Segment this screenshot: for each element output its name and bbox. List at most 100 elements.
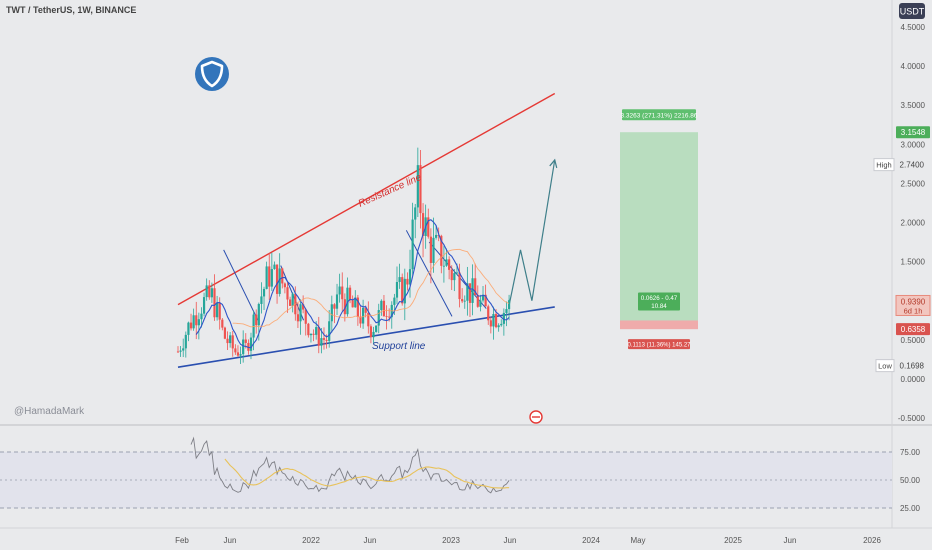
time-axis-tick: Jun	[224, 536, 237, 545]
low-label: Low	[878, 362, 892, 371]
profit-zone[interactable]	[620, 132, 698, 321]
event-icon[interactable]	[529, 410, 543, 424]
candle-body	[494, 313, 498, 328]
candle-body	[429, 236, 432, 263]
stop-price-tag-bg	[896, 323, 930, 336]
candle-body	[395, 282, 399, 298]
resistance-trendline[interactable]	[177, 92, 556, 306]
candle-body	[341, 286, 344, 300]
candle-body	[361, 307, 365, 324]
candle-body	[275, 264, 279, 294]
candle-body	[403, 278, 406, 304]
candle-body	[265, 266, 268, 289]
candle-body	[398, 277, 401, 283]
candle-body	[458, 272, 461, 300]
candle-body	[348, 287, 352, 301]
candle-body	[278, 268, 281, 294]
candle-body	[484, 294, 487, 307]
candle-body	[500, 323, 503, 326]
candle-body	[312, 333, 315, 335]
price-axis-tick: 0.5000	[901, 336, 926, 345]
candle-body	[236, 352, 240, 356]
main-pane-background	[0, 0, 892, 424]
swing-trendline[interactable]	[405, 230, 453, 317]
candle-body	[419, 165, 422, 214]
high-label-bg	[873, 158, 895, 172]
candle-body	[372, 331, 375, 338]
candle-body	[414, 207, 417, 220]
current-price: 0.9390	[901, 297, 926, 306]
candle-body	[309, 333, 313, 336]
candle-body	[325, 339, 328, 341]
candle-body	[307, 323, 310, 336]
candle-body	[249, 337, 253, 351]
candle-body	[218, 302, 221, 320]
support-line-label: Support line	[372, 341, 426, 352]
candle-body	[432, 237, 435, 263]
candle-body	[356, 297, 359, 317]
candle-body	[479, 300, 482, 307]
candle-body	[497, 325, 500, 328]
candle-body	[487, 306, 490, 321]
loss-zone[interactable]	[620, 320, 698, 330]
candle-body	[471, 278, 474, 303]
time-axis-tick: Jun	[784, 536, 797, 545]
price-axis[interactable]: 4.5000 4.0000 3.5000 3.0000 2.5000 2.0000 1.50…	[898, 23, 926, 513]
time-axis[interactable]: Feb Jun 2022 Jun 2023 Jun 2024 May 2025 Jun 2026	[175, 536, 881, 545]
candle-body	[296, 314, 300, 322]
candle-body	[328, 321, 331, 341]
candle-body	[262, 288, 266, 297]
candle-body	[346, 287, 349, 315]
candle-body	[299, 304, 302, 322]
candle-body	[182, 348, 185, 351]
candle-body	[453, 273, 456, 281]
candle-body	[369, 326, 373, 338]
projection-path[interactable]	[508, 159, 556, 306]
candle-body	[304, 309, 307, 324]
candle-body	[455, 272, 459, 274]
candle-body	[359, 316, 362, 324]
candle-body	[364, 307, 367, 313]
candle-body	[317, 327, 320, 346]
candle-body	[434, 234, 438, 238]
target-box[interactable]: 3.3263 (271.31%) 2216.86 0.0626 - 0.4710.…	[620, 109, 698, 350]
candle-body	[202, 297, 206, 314]
ma-slow-line	[232, 248, 510, 328]
candle-body	[440, 235, 443, 266]
candle-body	[257, 303, 260, 326]
currency-button[interactable]: USDT	[899, 3, 925, 19]
projection-arrowhead[interactable]	[549, 158, 558, 169]
rsi-axis-tick: 25.00	[900, 504, 921, 513]
low-value: 0.1698	[900, 362, 925, 371]
loss-label: 0.1113 (11.36%) 145.27	[627, 343, 691, 349]
candle-body	[461, 299, 464, 302]
candle-body	[463, 300, 466, 302]
candle-body	[411, 219, 414, 270]
candle-body	[335, 294, 339, 309]
entry-label-bg	[638, 292, 680, 311]
trust-wallet-logo	[195, 57, 229, 91]
price-axis-tick: 3.5000	[901, 101, 926, 110]
high-label: High	[876, 161, 891, 170]
candle-body	[176, 351, 180, 353]
swing-trendline[interactable]	[223, 249, 259, 321]
currency-label: USDT	[900, 7, 925, 17]
candle-body	[507, 300, 511, 310]
ma-fast-line	[195, 219, 510, 349]
candle-body	[179, 350, 182, 352]
candle-body	[416, 165, 419, 208]
candle-body	[377, 310, 380, 326]
candle-body	[505, 309, 508, 313]
target-price-tag-bg	[896, 126, 930, 139]
candle-body	[343, 299, 346, 315]
time-axis-tick: May	[630, 536, 645, 545]
candle-body	[450, 269, 453, 281]
candle-body	[338, 286, 341, 295]
target-price-tag: 3.1548	[901, 128, 926, 137]
candle-body	[476, 295, 479, 307]
candle-body	[260, 296, 263, 304]
time-axis-tick: Jun	[504, 536, 517, 545]
candle-body	[208, 285, 211, 298]
